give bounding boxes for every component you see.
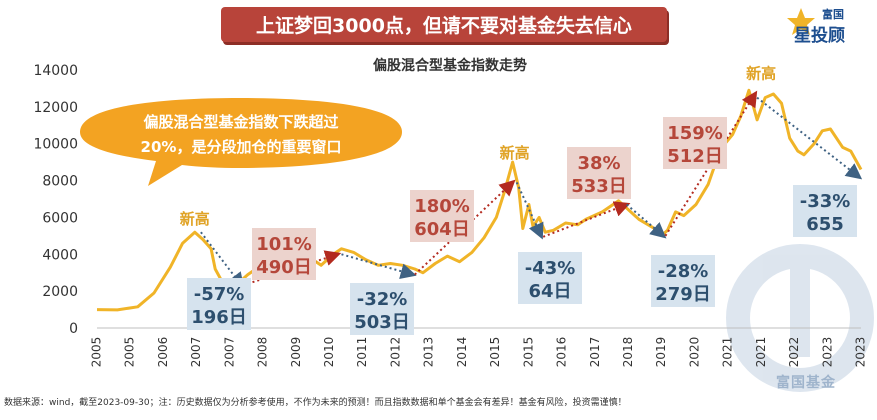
star-icon: [787, 8, 815, 35]
rise-percent: 180%: [414, 196, 470, 217]
rise-percent: 38%: [577, 153, 620, 174]
x-tick-label: 2015: [521, 337, 535, 368]
fall-arrow: [200, 231, 245, 289]
fall-box: [793, 185, 857, 237]
fall-percent: -57%: [194, 284, 245, 305]
peak-label: 新高: [180, 210, 210, 228]
x-tick-label: 2009: [289, 337, 303, 368]
rise-percent: 101%: [256, 234, 312, 255]
fall-arrow: [626, 203, 667, 239]
rise-box: [567, 147, 631, 199]
fall-percent: -32%: [357, 289, 408, 310]
y-tick-label: 12000: [33, 100, 78, 116]
rise-days: 533日: [571, 176, 627, 197]
y-tick-label: 4000: [42, 247, 78, 263]
fall-box: [187, 278, 251, 330]
peak-label: 新高: [746, 65, 776, 83]
fall-box: [651, 255, 715, 307]
rise-days: 604日: [414, 219, 470, 240]
watermark-text: 富国基金: [776, 375, 836, 391]
y-tick-label: 10000: [33, 137, 78, 153]
callout-line2: 20%，是分段加仓的重要窗口: [141, 138, 342, 156]
x-tick-label: 2007: [222, 337, 236, 368]
x-tick-label: 2014: [455, 337, 469, 368]
rise-box: [410, 190, 474, 242]
fall-days: 64日: [528, 281, 571, 302]
y-tick-label: 8000: [42, 174, 78, 190]
fall-days: 279日: [655, 284, 711, 305]
x-tick-label: 2005: [123, 337, 137, 368]
x-tick-label: 2023: [854, 337, 868, 368]
fall-days: 503日: [354, 312, 410, 333]
peak-label: 新高: [500, 144, 530, 162]
x-tick-label: 2007: [189, 337, 203, 368]
fall-days: 196日: [191, 307, 247, 328]
fall-percent: -43%: [525, 258, 576, 279]
brand-logo: 富国 星投顾: [770, 4, 874, 46]
x-tick-label: 2011: [355, 337, 369, 368]
logo-top-text: 富国: [822, 8, 844, 21]
x-tick-label: 2010: [322, 337, 336, 368]
x-tick-label: 2019: [654, 337, 668, 368]
x-tick-label: 2013: [422, 337, 436, 368]
callout-line1: 偏股混合型基金指数下跌超过: [143, 113, 338, 131]
x-tick-label: 2023: [820, 337, 834, 368]
fall-box: [518, 252, 582, 304]
x-tick-label: 2018: [621, 337, 635, 368]
fall-percent: -28%: [658, 261, 709, 282]
y-tick-label: 2000: [42, 284, 78, 300]
headline-banner: 上证梦回3000点，但请不要对基金失去信心: [221, 7, 667, 42]
fall-arrow: [341, 253, 417, 279]
callout-bubble: 偏股混合型基金指数下跌超过 20%，是分段加仓的重要窗口: [80, 98, 402, 186]
rise-arrow: [414, 179, 516, 276]
x-tick-label: 2006: [156, 337, 170, 368]
footnote: 数据来源：wind，截至2023-09-30；注：历史数据仅为分析参考使用，不作…: [4, 398, 627, 408]
fall-percent: -33%: [800, 191, 851, 212]
rise-box: [663, 117, 727, 169]
y-tick-label: 14000: [33, 63, 78, 79]
x-tick-label: 2015: [488, 337, 502, 368]
rise-box: [252, 228, 316, 280]
x-tick-label: 2017: [588, 337, 602, 368]
x-tick-label: 2008: [256, 337, 270, 368]
x-tick-label: 2022: [787, 337, 801, 368]
x-tick-label: 2020: [687, 337, 701, 368]
y-tick-label: 6000: [42, 210, 78, 226]
x-tick-label: 2012: [388, 337, 402, 368]
x-tick-label: 2016: [555, 337, 569, 368]
logo-bottom-text: 星投顾: [794, 26, 845, 46]
chart-title: 偏股混合型基金指数走势: [373, 58, 527, 74]
x-tick-label: 2021: [754, 337, 768, 368]
fall-arrow: [756, 96, 863, 180]
rise-days: 512日: [667, 146, 723, 167]
x-tick-label: 2021: [721, 337, 735, 368]
y-tick-label: 0: [69, 321, 78, 337]
x-tick-label: 2005: [90, 337, 104, 368]
watermark-logo: [726, 244, 874, 392]
fall-box: [350, 283, 414, 335]
rise-days: 490日: [256, 257, 312, 278]
rise-percent: 159%: [667, 123, 723, 144]
fall-days: 655: [806, 214, 844, 235]
